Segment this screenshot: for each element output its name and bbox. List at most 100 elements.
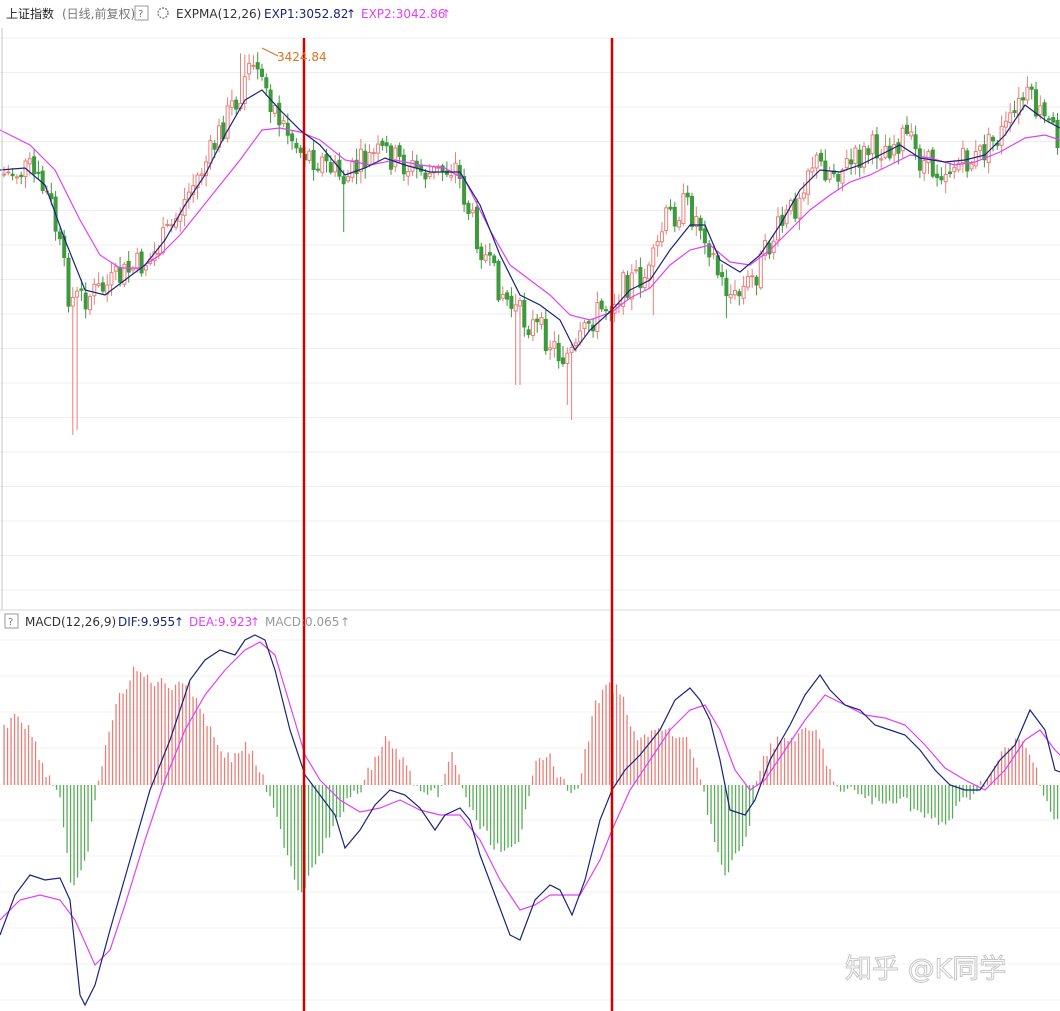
candle <box>453 152 458 184</box>
macd-bar <box>990 772 992 785</box>
macd-bar <box>563 778 565 785</box>
candle <box>518 297 522 385</box>
candle <box>225 97 230 143</box>
macd-bar <box>202 713 205 785</box>
candle <box>96 272 101 288</box>
macd-bar <box>920 785 922 813</box>
exp2-value: EXP2:3042.86 <box>361 7 445 21</box>
candle <box>118 256 123 287</box>
macd-bar <box>220 751 222 785</box>
macd-bar <box>591 716 593 785</box>
help-icon[interactable] <box>134 5 149 21</box>
macd-bar <box>524 785 527 810</box>
macd-help-icon-glyph: ? <box>8 617 13 628</box>
macd-bar <box>657 728 660 785</box>
candle <box>595 291 600 339</box>
macd-bar <box>213 737 215 785</box>
candle <box>10 168 15 181</box>
macd-bar <box>997 760 999 785</box>
macd-bar <box>885 785 887 804</box>
candle <box>999 115 1004 155</box>
macd-bar <box>836 785 838 787</box>
macd-bar <box>94 785 96 801</box>
dif-arrow-icon: ↑ <box>174 615 184 629</box>
macd-bar <box>412 785 415 786</box>
macd-bar <box>388 741 390 785</box>
macd-bar <box>346 785 348 799</box>
macd-bar <box>979 780 982 785</box>
macd-bar <box>514 785 516 845</box>
macd-bar <box>297 785 299 891</box>
macd-bar <box>311 785 313 868</box>
macd-bar <box>552 766 555 785</box>
candle <box>530 309 535 341</box>
macd-bar <box>902 785 905 797</box>
macd-help-icon[interactable] <box>4 613 19 629</box>
macd-bar <box>335 785 338 818</box>
candle <box>655 235 660 257</box>
expma-lines <box>0 89 1060 352</box>
peak-label: 3424.84 <box>277 50 327 64</box>
macd-bar <box>797 733 800 785</box>
macd-bar <box>769 743 772 785</box>
candle <box>462 168 467 213</box>
candle <box>376 135 381 163</box>
candle <box>690 192 694 231</box>
macd-bar <box>671 736 674 785</box>
candle <box>827 166 832 183</box>
macd-bar <box>97 780 100 785</box>
macd-bar <box>108 731 110 785</box>
macd-bar <box>570 785 572 793</box>
macd-bar <box>1053 785 1055 820</box>
macd-bar <box>794 741 796 785</box>
candle <box>539 312 544 330</box>
macd-bar <box>115 703 117 785</box>
macd-bar <box>377 755 380 785</box>
macd-bar <box>325 785 327 838</box>
macd-bar <box>59 785 61 798</box>
macd-bar <box>976 785 978 792</box>
macd-bar <box>34 741 37 785</box>
macd-bar <box>566 785 569 791</box>
candle <box>191 173 196 203</box>
macd-bar <box>132 666 135 785</box>
macd-bar <box>111 720 114 785</box>
macd-bar <box>178 681 180 785</box>
macd-bar <box>559 776 562 785</box>
candle <box>694 206 699 237</box>
macd-bar <box>475 785 478 821</box>
candle <box>956 157 961 173</box>
macd-bar <box>860 785 863 795</box>
macd-bar <box>374 756 376 785</box>
macd-bar <box>62 785 65 828</box>
candle <box>315 162 320 173</box>
macd-bar <box>983 785 985 787</box>
candle <box>797 193 802 230</box>
macd-bar <box>517 785 520 843</box>
macd-bar <box>104 745 107 785</box>
macd-bar <box>458 774 460 785</box>
candle <box>651 243 656 315</box>
candle <box>341 169 346 232</box>
candle <box>604 305 608 320</box>
candle <box>522 292 527 337</box>
macd-bar <box>948 785 950 821</box>
candle <box>733 280 737 300</box>
candle <box>83 282 88 319</box>
macd-bar <box>752 785 754 804</box>
macd-bar <box>605 684 607 785</box>
candle <box>1029 83 1034 100</box>
candle <box>874 127 879 170</box>
macd-bar <box>1025 748 1027 785</box>
gear-icon[interactable] <box>157 7 169 19</box>
macd-bar <box>20 722 23 785</box>
macd-bar <box>80 785 82 871</box>
candle <box>423 168 428 189</box>
macd-bar <box>1000 751 1003 785</box>
candle <box>311 140 316 181</box>
candle <box>449 164 454 182</box>
macd-bar <box>881 785 884 804</box>
macd-bar <box>692 757 695 785</box>
candle <box>926 149 931 175</box>
candle <box>754 274 759 296</box>
